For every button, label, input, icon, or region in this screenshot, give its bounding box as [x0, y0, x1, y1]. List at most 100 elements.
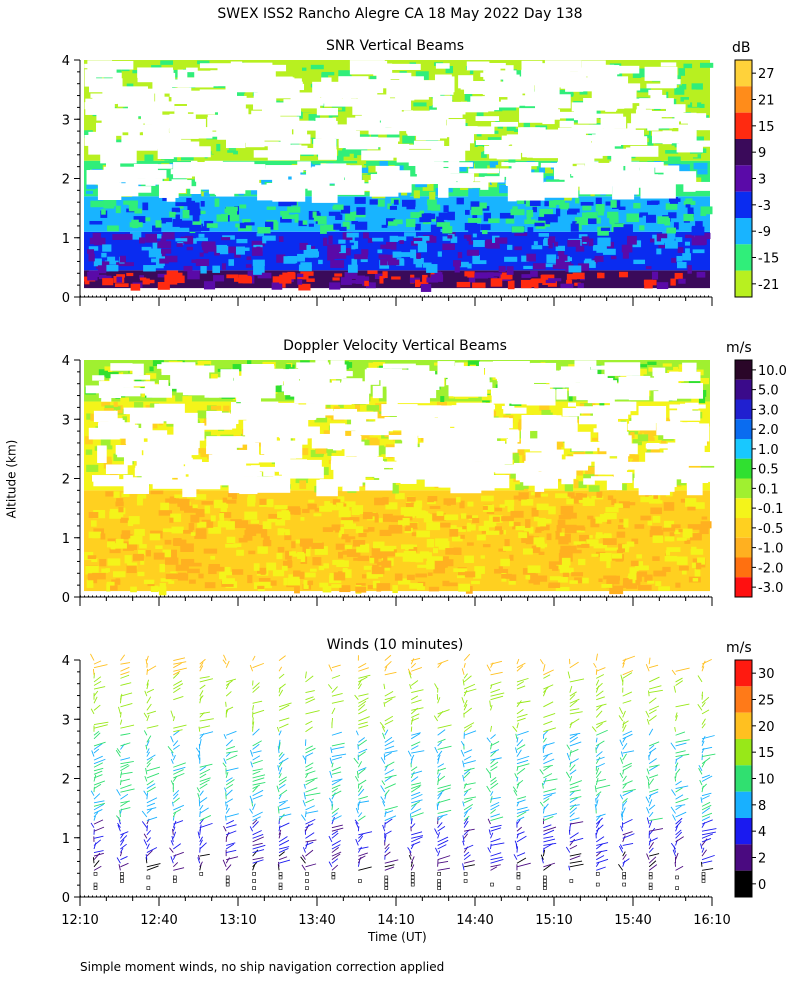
missing-data-gap	[670, 417, 679, 432]
heatmap-cell	[339, 585, 351, 593]
missing-data-gap	[235, 436, 255, 443]
heatmap-cell	[120, 517, 130, 523]
heatmap-cell	[284, 512, 290, 517]
heatmap-cell	[555, 530, 560, 540]
heatmap-cell	[333, 204, 344, 210]
colorbar-label: 0.1	[758, 482, 779, 497]
heatmap-cell	[87, 271, 98, 281]
missing-data-gap	[380, 146, 409, 158]
heatmap-cell	[246, 154, 257, 160]
heatmap-cell	[472, 282, 486, 288]
heatmap-cell	[204, 363, 211, 367]
missing-data-gap	[230, 61, 243, 70]
missing-data-gap	[590, 365, 616, 370]
heatmap-cell	[107, 558, 121, 566]
heatmap-cell	[222, 497, 228, 503]
heatmap-cell	[262, 539, 272, 547]
missing-data-gap	[577, 107, 597, 124]
wind-barb	[116, 748, 121, 754]
heatmap-cell	[257, 585, 265, 589]
heatmap-cell	[288, 74, 299, 79]
missing-data-gap	[606, 65, 640, 74]
heatmap-cell	[440, 396, 445, 402]
heatmap-cell	[626, 213, 640, 223]
wind-barb	[278, 836, 288, 843]
heatmap-cell	[121, 530, 131, 539]
wind-barb	[225, 843, 235, 850]
heatmap-cell	[583, 474, 595, 482]
heatmap-cell	[309, 568, 317, 572]
heatmap-cell	[691, 546, 697, 554]
heatmap-cell	[299, 538, 313, 547]
heatmap-cell	[180, 505, 194, 511]
heatmap-cell	[665, 550, 671, 556]
heatmap-cell	[415, 573, 427, 578]
heatmap-cell	[509, 517, 514, 527]
heatmap-cell	[175, 202, 189, 207]
heatmap-cell	[236, 549, 244, 556]
colorbar-swatch	[735, 577, 752, 597]
heatmap-cell	[428, 586, 440, 592]
wind-barb	[146, 751, 150, 757]
missing-data-gap	[230, 449, 259, 458]
heatmap-cell	[267, 518, 278, 523]
heatmap-cell	[521, 274, 532, 278]
heatmap-cell	[631, 538, 639, 545]
wind-barb	[305, 832, 315, 839]
wind-barb	[199, 731, 214, 736]
heatmap-cell	[676, 556, 688, 565]
wind-barb	[305, 766, 313, 772]
wind-barb	[141, 810, 148, 818]
heatmap-cell	[472, 255, 480, 264]
heatmap-cell	[531, 507, 539, 517]
heatmap-cell	[210, 373, 218, 381]
heatmap-cell	[412, 67, 425, 74]
heatmap-cell	[181, 558, 195, 566]
heatmap-cell	[435, 538, 449, 547]
wind-barb	[252, 803, 256, 811]
heatmap-cell	[484, 240, 491, 248]
heatmap-cell	[164, 274, 174, 283]
heatmap-cell	[102, 278, 114, 286]
missing-data-gap	[184, 372, 208, 382]
heatmap-cell	[500, 558, 510, 567]
heatmap-cell	[140, 558, 145, 565]
missing-data-gap	[102, 86, 134, 104]
heatmap-cell	[137, 571, 145, 577]
missing-data-gap	[386, 87, 396, 98]
missing-data-gap	[173, 423, 205, 441]
wind-barb	[93, 770, 103, 775]
missing-data-gap	[484, 176, 505, 183]
wind-barb	[93, 724, 108, 729]
missing-data-gap	[186, 67, 198, 73]
heatmap-cell	[365, 282, 376, 289]
heatmap-cell	[605, 507, 619, 513]
missing-data-gap	[576, 82, 595, 92]
missing-data-gap	[313, 138, 337, 153]
wind-barb	[93, 774, 103, 779]
wind-barb	[146, 830, 152, 836]
heatmap-cell	[330, 260, 345, 268]
heatmap-cell	[278, 201, 292, 207]
heatmap-cell	[408, 546, 418, 553]
heatmap-cell	[633, 202, 641, 209]
missing-data-gap	[171, 93, 208, 105]
heatmap-cell	[574, 282, 581, 286]
wind-barb	[305, 710, 320, 715]
missing-data-gap	[382, 363, 416, 369]
wind-barb	[146, 758, 153, 765]
wind-barb	[225, 789, 233, 797]
heatmap-cell	[332, 499, 341, 505]
heatmap-cell	[426, 199, 437, 206]
heatmap-cell	[473, 260, 487, 265]
heatmap-cell	[477, 202, 487, 209]
missing-data-gap	[441, 368, 476, 378]
heatmap-cell	[482, 544, 491, 548]
heatmap-cell	[371, 566, 385, 575]
missing-data-gap	[116, 387, 141, 397]
heatmap-cell	[646, 200, 659, 205]
heatmap-cell	[110, 65, 124, 74]
heatmap-cell	[561, 557, 571, 566]
missing-data-gap	[529, 438, 557, 452]
missing-data-gap	[235, 459, 259, 464]
